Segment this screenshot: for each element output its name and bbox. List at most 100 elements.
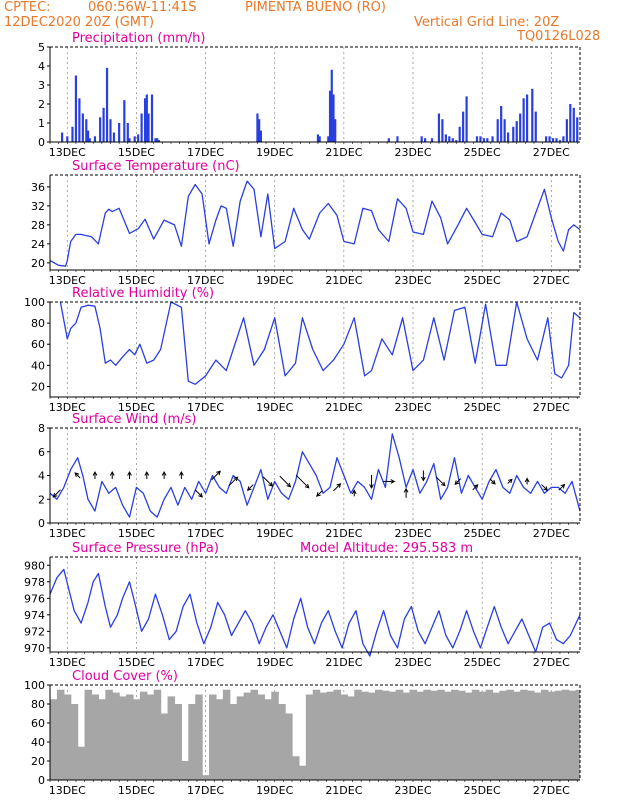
pressure-x-tick-label: 23DEC	[394, 656, 431, 669]
temperature-y-tick-label: 32	[31, 200, 45, 213]
precipitation-y-tick-label: 5	[38, 41, 45, 54]
wind-arrow	[472, 484, 479, 491]
precipitation-x-tick-label: 23DEC	[394, 146, 431, 159]
wind-arrow	[211, 470, 221, 481]
precipitation-x-tick-label: 25DEC	[464, 146, 501, 159]
cloud-cover-bar	[451, 689, 459, 780]
cloud-cover-bar	[368, 692, 376, 780]
cloud-cover-bar	[292, 756, 300, 780]
wind-arrow	[421, 470, 426, 482]
humidity-line	[59, 301, 581, 385]
temperature-x-tick-label: 13DEC	[49, 274, 86, 287]
precipitation-bar	[74, 75, 78, 142]
precipitation-bar	[430, 138, 434, 142]
pressure-x-tick-label: 27DEC	[533, 656, 570, 669]
wind-arrow	[92, 470, 98, 479]
cloud-cover-bar	[195, 694, 203, 780]
cloud-cover-bar	[229, 704, 238, 780]
cloud-cover-bar	[333, 689, 342, 780]
cloud-cover-bar	[554, 690, 563, 780]
precipitation-bar	[424, 138, 427, 142]
precipitation-bar	[123, 100, 126, 142]
cloud-cover-bar	[285, 713, 293, 780]
wind-arrow	[74, 472, 81, 479]
cloud-cover-y-tick-label: 20	[31, 755, 45, 768]
precipitation-bar	[531, 88, 534, 142]
cloud-cover-bar	[77, 746, 86, 780]
pressure-x-tick-label: 21DEC	[325, 656, 362, 669]
humidity-title: Relative Humidity (%)	[72, 286, 214, 301]
cloud-cover-bar	[126, 694, 134, 780]
wind-x-tick-label: 27DEC	[533, 527, 570, 540]
precipitation-bar	[133, 136, 136, 142]
precipitation-bar	[140, 113, 143, 142]
cloud-cover-bar	[464, 692, 473, 780]
cloud-cover-bar	[243, 692, 252, 780]
cloud-cover-x-tick-label: 21DEC	[325, 784, 362, 797]
cloud-cover-bar	[139, 691, 148, 780]
humidity-x-tick-label: 13DEC	[49, 401, 86, 414]
precipitation-bar	[112, 132, 116, 142]
cloud-cover-bar	[236, 696, 245, 780]
cloud-cover-bar	[70, 704, 79, 780]
temperature-x-tick-label: 25DEC	[464, 274, 501, 287]
precipitation-bar	[458, 126, 461, 142]
humidity-y-tick-label: 80	[31, 317, 45, 330]
precipitation-bar	[387, 138, 390, 142]
precipitation-bar	[558, 140, 562, 142]
precipitation-bar	[545, 136, 548, 142]
precipitation-x-tick-label: 19DEC	[256, 146, 293, 159]
cloud-cover-bar	[215, 699, 224, 780]
precipitation-bar	[534, 111, 537, 142]
precipitation-bar	[486, 138, 489, 142]
cloud-cover-bar	[437, 689, 445, 780]
precipitation-bar	[515, 121, 518, 142]
wind-y-tick-label: 0	[38, 517, 45, 530]
precipitation-bar	[157, 140, 161, 142]
cloud-cover-x-tick-label: 23DEC	[394, 784, 431, 797]
cloud-cover-bar	[354, 689, 362, 780]
cloud-cover-bar	[91, 694, 100, 780]
temperature-panel: Surface Temperature (nC) 20 24 28 32 36 13DEC 1…	[31, 159, 581, 287]
cloud-cover-bar	[416, 691, 424, 780]
temperature-y-tick-label: 20	[31, 257, 45, 270]
cloud-cover-bar	[423, 689, 431, 780]
precipitation-bar	[150, 94, 154, 142]
precipitation-bar	[143, 98, 147, 142]
cloud-cover-bar	[112, 692, 120, 780]
precipitation-bar	[256, 113, 259, 142]
precipitation-bar	[128, 138, 131, 142]
precipitation-bar	[475, 136, 479, 142]
cloud-cover-bar	[181, 761, 189, 780]
precipitation-bar	[496, 119, 499, 142]
precipitation-bar	[512, 126, 515, 142]
precipitation-bar	[526, 94, 529, 142]
precipitation-y-tick-label: 3	[38, 79, 45, 92]
cloud-cover-bar	[50, 699, 58, 780]
precipitation-y-tick-label: 0	[38, 136, 45, 149]
cloud-cover-bar	[568, 690, 577, 780]
precipitation-bar	[565, 119, 568, 142]
precipitation-x-tick-label: 27DEC	[533, 146, 570, 159]
precipitation-bar	[156, 138, 159, 142]
cloud-cover-bar	[347, 696, 355, 780]
precipitation-bar	[78, 98, 81, 142]
precipitation-bar	[334, 119, 337, 142]
wind-arrow	[351, 489, 357, 497]
precipitation-bar	[569, 104, 572, 142]
humidity-y-tick-label: 40	[31, 359, 45, 372]
wind-x-tick-label: 17DEC	[187, 527, 224, 540]
cloud-cover-bar	[534, 692, 542, 780]
wind-arrow	[179, 470, 184, 479]
cloud-cover-x-tick-label: 27DEC	[533, 784, 570, 797]
cloud-cover-x-tick-label: 15DEC	[118, 784, 155, 797]
cloud-cover-bar	[153, 689, 162, 780]
cloud-cover-bar	[84, 689, 93, 780]
pressure-y-tick-label: 974	[24, 609, 45, 622]
temperature-x-tick-label: 27DEC	[533, 274, 570, 287]
pressure-y-tick-label: 978	[24, 576, 45, 589]
wind-arrow	[507, 478, 513, 484]
cloud-cover-bar	[160, 713, 169, 780]
precipitation-bar	[500, 105, 503, 142]
pressure-y-tick-label: 980	[24, 559, 45, 572]
